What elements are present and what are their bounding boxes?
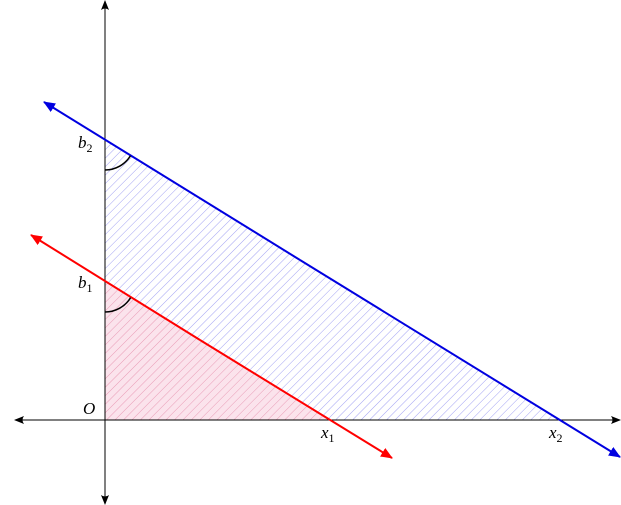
label-origin: O: [83, 399, 95, 418]
label-b1: b1: [78, 273, 93, 295]
angle-arc: [104, 297, 132, 313]
blue-line-up: [43, 101, 301, 261]
label-x1: x1: [320, 423, 335, 445]
red-line-up: [30, 234, 201, 341]
red-line-down: [199, 339, 393, 459]
blue-line-down: [299, 259, 621, 458]
label-b2: b2: [78, 133, 93, 155]
label-x2: x2: [548, 423, 563, 445]
angle-arc: [104, 155, 132, 171]
